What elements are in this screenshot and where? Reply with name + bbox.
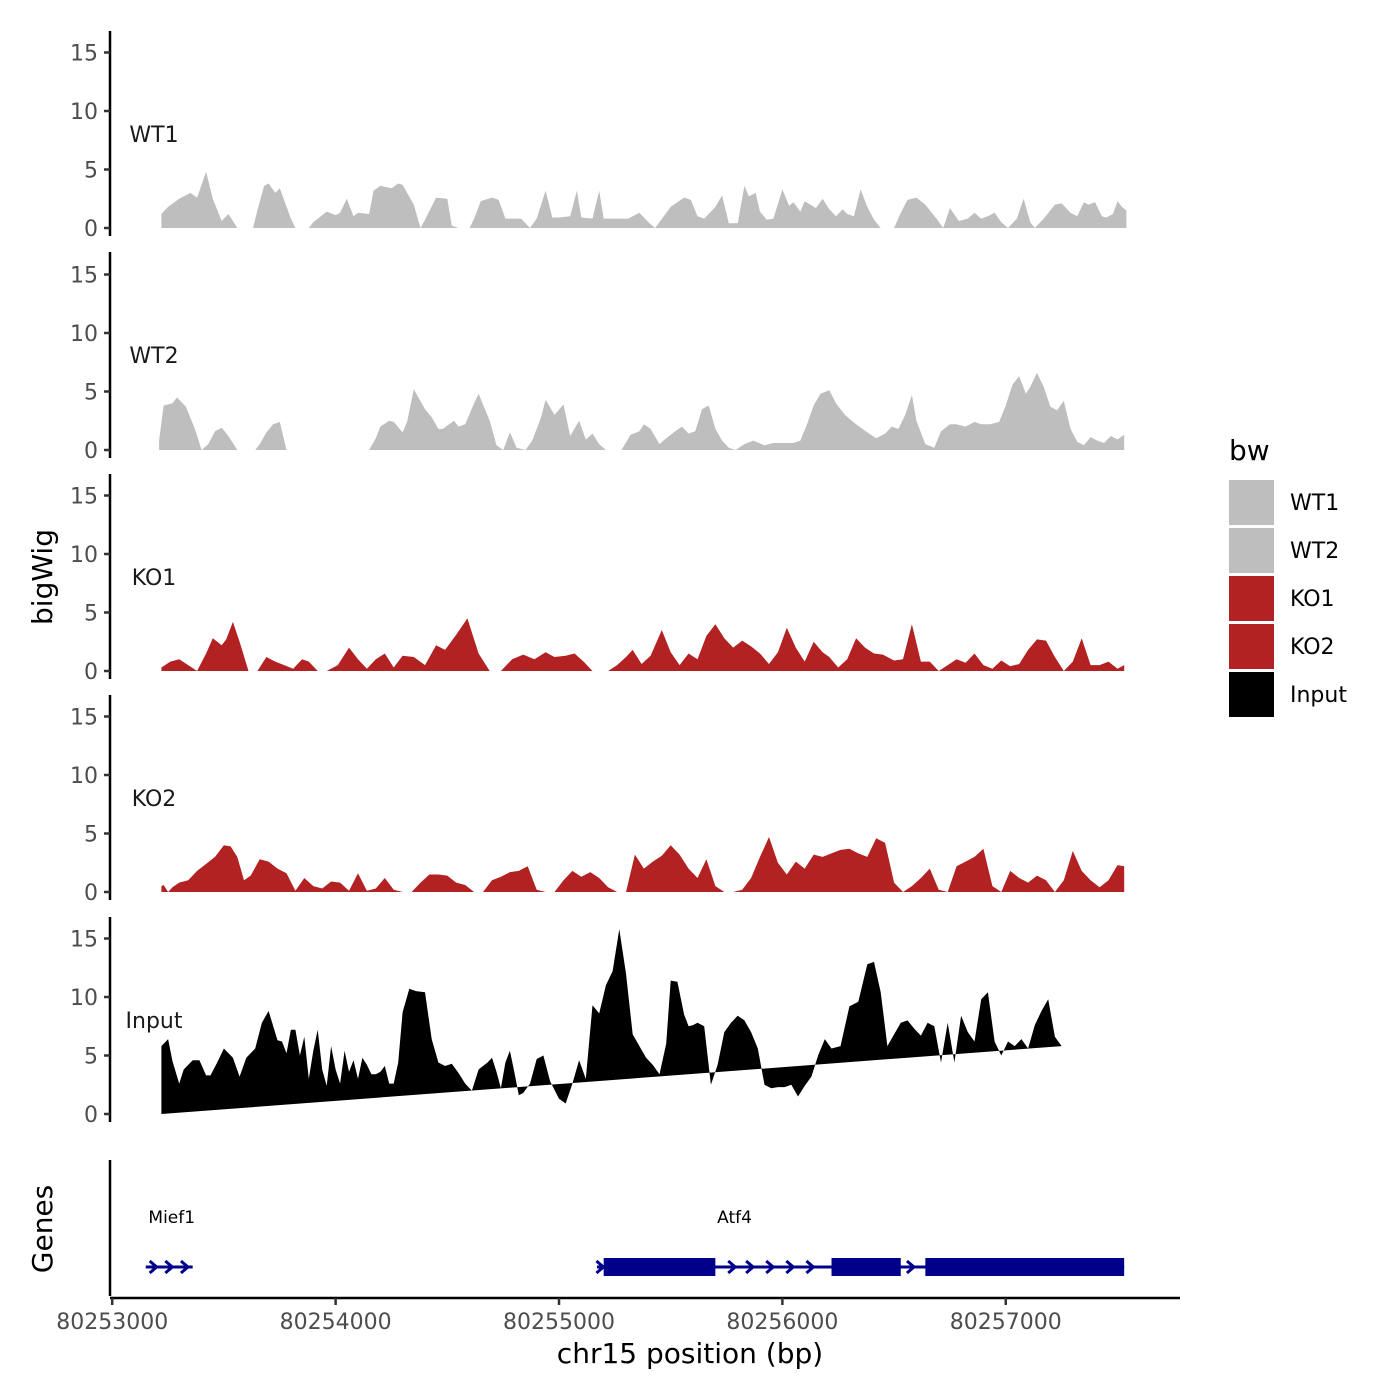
strand-arrow — [765, 1259, 776, 1275]
legend-label: WT1 — [1290, 491, 1339, 516]
legend-swatch — [1229, 624, 1274, 669]
strand-arrow — [148, 1259, 159, 1275]
y-tick-label: 5 — [84, 823, 98, 848]
y-tick-label: 15 — [70, 485, 98, 510]
y-tick-label: 0 — [84, 1103, 98, 1128]
strand-arrow — [905, 1259, 917, 1275]
track-wt2: 0 5 10 15 WT2 — [70, 252, 1125, 464]
legend: bw WT1 WT2 KO1 KO2 Input — [1229, 434, 1347, 717]
y-tick-label: 10 — [70, 322, 98, 347]
genes-axis-title: Genes — [26, 1185, 59, 1273]
y-tick-label: 15 — [70, 264, 98, 289]
y-tick-label: 15 — [70, 706, 98, 731]
legend-swatch — [1229, 576, 1274, 621]
strand-arrow — [805, 1259, 816, 1275]
legend-swatch — [1229, 528, 1274, 573]
y-tick-label: 5 — [84, 159, 98, 184]
strand-arrow — [745, 1259, 756, 1275]
track-label: WT2 — [129, 344, 178, 369]
strand-arrow — [785, 1259, 796, 1275]
legend-label: Input — [1290, 683, 1347, 708]
strand-arrow — [595, 1259, 606, 1275]
signal-area-input — [161, 929, 1062, 1114]
y-tick-label: 0 — [84, 660, 98, 685]
legend-item-wt1: WT1 — [1229, 480, 1339, 525]
legend-label: WT2 — [1290, 539, 1339, 564]
y-tick-label: 5 — [84, 381, 98, 406]
track-wt1: 0 5 10 15 WT1 — [70, 31, 1127, 242]
track-label: WT1 — [129, 123, 178, 148]
signal-area-wt2 — [159, 372, 1125, 450]
y-tick-label: 5 — [84, 1045, 98, 1070]
gene-mief1: Mief1 — [145, 1208, 195, 1275]
track-ko2: 0 5 10 15 KO2 — [70, 695, 1125, 906]
x-tick-label: 80254000 — [280, 1310, 392, 1335]
gene-exon — [925, 1258, 1125, 1276]
signal-area-ko1 — [161, 618, 1125, 671]
y-tick-label: 15 — [70, 42, 98, 67]
y-tick-label: 0 — [84, 881, 98, 906]
legend-label: KO2 — [1290, 635, 1335, 660]
track-ko1: 0 5 10 15 KO1 — [70, 474, 1125, 685]
track-input: 0 5 10 15 Input — [70, 917, 1062, 1128]
signal-area-ko2 — [161, 837, 1125, 892]
strand-arrow — [727, 1259, 738, 1275]
x-tick-label: 80256000 — [726, 1310, 838, 1335]
y-tick-label: 10 — [70, 100, 98, 125]
x-axis-title: chr15 position (bp) — [557, 1337, 823, 1370]
track-label: KO2 — [132, 787, 177, 812]
track-label: Input — [126, 1009, 183, 1034]
x-tick-label: 80253000 — [56, 1310, 168, 1335]
y-tick-label: 10 — [70, 543, 98, 568]
legend-item-ko1: KO1 — [1229, 576, 1335, 621]
strand-arrow — [179, 1259, 191, 1275]
gene-label: Mief1 — [148, 1208, 195, 1228]
tracks-layer: 0 5 10 15 WT1 0 5 10 15 WT2 0 5 10 15 KO1 0 5 10 15 KO2 0 5 10… — [70, 31, 1127, 1128]
strand-arrow — [164, 1259, 175, 1275]
gene-exon — [603, 1258, 716, 1276]
track-label: KO1 — [132, 566, 177, 591]
legend-item-input: Input — [1229, 672, 1347, 717]
legend-label: KO1 — [1290, 587, 1335, 612]
y-tick-label: 0 — [84, 217, 98, 242]
legend-item-ko2: KO2 — [1229, 624, 1335, 669]
x-tick-label: 80255000 — [503, 1310, 615, 1335]
y-tick-label: 10 — [70, 986, 98, 1011]
legend-item-wt2: WT2 — [1229, 528, 1339, 573]
y-tick-label: 5 — [84, 602, 98, 627]
gene-label: Atf4 — [717, 1208, 752, 1228]
genes-layer: Mief1 Atf4 — [108, 1160, 1125, 1296]
y-tick-label: 15 — [70, 928, 98, 953]
x-axis: 80253000 80254000 80255000 80256000 80257000 — [56, 1296, 1180, 1335]
legend-swatch — [1229, 480, 1274, 525]
y-tick-label: 0 — [84, 439, 98, 464]
y-axis-title: bigWig — [26, 529, 59, 625]
gene-exon — [831, 1258, 901, 1276]
signal-area-wt1 — [161, 171, 1127, 228]
gene-atf4: Atf4 — [595, 1208, 1125, 1276]
y-tick-label: 10 — [70, 764, 98, 789]
legend-swatch — [1229, 672, 1274, 717]
x-tick-label: 80257000 — [950, 1310, 1062, 1335]
legend-title: bw — [1229, 434, 1270, 467]
